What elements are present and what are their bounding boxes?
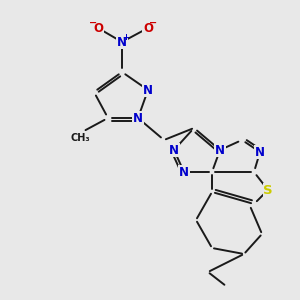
Text: O: O <box>143 22 153 34</box>
Text: O: O <box>93 22 103 34</box>
Text: N: N <box>143 83 153 97</box>
Text: CH₃: CH₃ <box>70 133 90 143</box>
Text: −: − <box>89 18 97 28</box>
Text: N: N <box>117 35 127 49</box>
Text: S: S <box>263 184 273 196</box>
Text: N: N <box>179 166 189 178</box>
Text: +: + <box>122 34 130 43</box>
Text: N: N <box>215 143 225 157</box>
Text: N: N <box>255 146 265 158</box>
Text: N: N <box>133 112 143 124</box>
Text: N: N <box>169 143 179 157</box>
Text: −: − <box>149 18 157 28</box>
